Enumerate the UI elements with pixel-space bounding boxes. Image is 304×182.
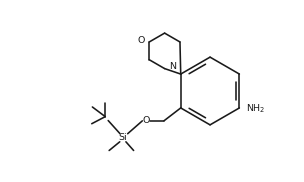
Text: O: O [138,36,145,45]
Text: NH$_2$: NH$_2$ [247,102,266,115]
Text: O: O [143,116,150,125]
Text: Si: Si [119,133,127,142]
Text: N: N [169,62,176,71]
